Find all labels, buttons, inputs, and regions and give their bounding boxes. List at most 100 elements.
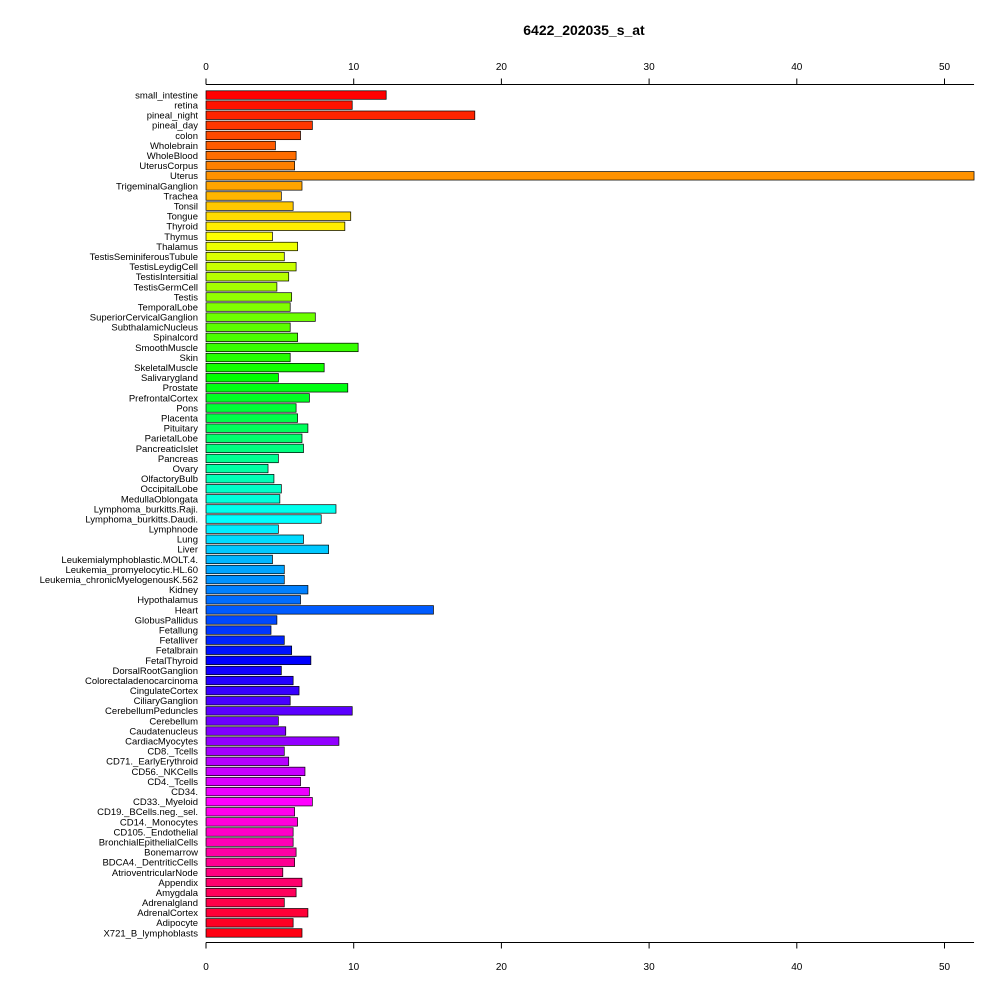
bar-cd33-myeloid <box>205 797 313 807</box>
category-label: BronchialEpithelialCells <box>99 837 199 848</box>
category-label: Placenta <box>161 413 199 424</box>
category-label: Prostate <box>163 383 198 394</box>
top-axis-tick-label: 40 <box>791 62 803 73</box>
category-label: pineal_night <box>147 111 199 122</box>
bar-parietallobe <box>205 433 303 443</box>
bar-salivarygland <box>205 373 279 383</box>
top-axis-tick-label: 20 <box>496 62 508 73</box>
bar-atrioventricularnode <box>205 867 284 877</box>
category-label: Tongue <box>167 212 198 223</box>
bar-skeletalmuscle <box>205 363 325 373</box>
bar-fetalliver <box>205 635 285 645</box>
category-label: Fetalliver <box>159 636 198 647</box>
bar-olfactorybulb <box>205 474 275 484</box>
category-label: Uterus <box>170 171 198 182</box>
bar-prefrontalcortex <box>205 393 310 403</box>
bar-adrenalgland <box>205 898 285 908</box>
bar-occipitallobe <box>205 484 282 494</box>
category-label: DorsalRootGanglion <box>112 666 198 677</box>
category-label: Bonemarrow <box>144 848 198 859</box>
category-label: Appendix <box>158 878 198 889</box>
bar-tonsil <box>205 201 294 211</box>
bottom-x-axis: 0 10 20 30 40 50 <box>203 942 975 973</box>
category-label: small_intestine <box>135 90 198 101</box>
bar-cd4-tcells <box>205 776 301 787</box>
category-label: CD71._EarlyErythroid <box>106 757 198 768</box>
top-x-axis: 0 10 20 30 40 50 <box>203 62 975 85</box>
category-label: CD8._Tcells <box>147 747 198 758</box>
category-label: Skin <box>180 353 198 364</box>
bar-lymphnode <box>205 524 279 534</box>
bar-bdca4-dentriticcells <box>205 857 295 867</box>
bar-hypothalamus <box>205 595 301 605</box>
category-label: CiliaryGanglion <box>134 696 198 707</box>
top-axis-tick-label: 50 <box>939 62 951 73</box>
bar-medullaoblongata <box>205 494 281 504</box>
bar-cingulatecortex <box>205 686 300 696</box>
category-label: Tonsil <box>174 201 198 212</box>
bar-cd19-bcells-neg-sel <box>205 807 295 817</box>
bar-pons <box>205 403 297 413</box>
category-label: Lymphoma_burkitts.Daudi. <box>85 514 198 525</box>
category-label: Leukemia_chronicMyelogenousK.562 <box>40 575 198 586</box>
category-label: AdrenalCortex <box>137 908 198 919</box>
bar-wholebrain <box>205 140 276 151</box>
bar-cd14-monocytes <box>205 817 298 827</box>
bar-adrenalcortex <box>205 908 309 918</box>
category-label: Thalamus <box>156 242 198 253</box>
category-label: CingulateCortex <box>130 686 198 697</box>
bar-testisseminiferoustubule <box>205 251 285 262</box>
bar-spinalcord <box>205 332 298 342</box>
category-label: Ovary <box>173 464 199 475</box>
top-axis-tick-label: 0 <box>203 62 209 73</box>
category-label: Wholebrain <box>150 141 198 152</box>
bar-retina <box>205 100 353 110</box>
bar-x721-b-lymphoblasts <box>205 928 303 938</box>
bar-bronchialepithelialcells <box>205 837 294 847</box>
bottom-axis-tick-label: 40 <box>791 962 803 973</box>
category-label: OlfactoryBulb <box>141 474 198 485</box>
category-label: Amygdala <box>156 888 199 899</box>
bar-tongue <box>205 211 352 221</box>
bar-caudatenucleus <box>205 726 287 736</box>
bar-leukemia-promyelocytic-hl-60 <box>205 564 285 575</box>
bar-smoothmuscle <box>205 342 359 353</box>
bar-pancreas <box>205 453 279 464</box>
bar-adipocyte <box>205 918 294 928</box>
bar-subthalamicnucleus <box>205 322 291 332</box>
category-label: Thymus <box>164 232 198 243</box>
category-label: CD33._Myeloid <box>133 797 198 808</box>
chart-title: 6422_202035_s_at <box>523 22 645 38</box>
category-label: Trachea <box>164 191 199 202</box>
bar-ovary <box>205 463 269 474</box>
bar-pituitary <box>205 423 309 433</box>
category-label: MedullaOblongata <box>121 494 199 505</box>
category-label: SkeletalMuscle <box>134 363 198 374</box>
category-label: BDCA4._DentriticCells <box>102 858 198 869</box>
category-label: Leukemia_promyelocytic.HL.60 <box>65 565 198 576</box>
bar-cd105-endothelial <box>205 827 294 837</box>
bottom-axis-tick-label: 30 <box>644 962 656 973</box>
category-label: ParietalLobe <box>145 434 198 445</box>
bar-ciliaryganglion <box>205 696 291 706</box>
bar-testis <box>205 292 293 302</box>
category-label: PrefrontalCortex <box>129 393 198 404</box>
bar-lymphoma-burkitts-raji <box>205 504 337 514</box>
bar-cerebellumpeduncles <box>205 706 353 716</box>
bottom-axis-tick-label: 20 <box>496 962 508 973</box>
category-label: PancreaticIslet <box>136 444 199 455</box>
category-label: TestisIntersitial <box>136 272 198 283</box>
bar-fetallung <box>205 625 272 635</box>
category-label: Lymphoma_burkitts.Raji. <box>94 504 198 515</box>
category-label: Lymphnode <box>149 525 198 536</box>
bar-uteruscorpus <box>205 161 295 171</box>
category-labels: small_intestineretinapineal_nightpineal_… <box>40 90 199 939</box>
category-label: X721_B_lymphoblasts <box>103 928 198 939</box>
category-label: Adipocyte <box>156 918 198 929</box>
category-label: Spinalcord <box>153 333 198 344</box>
category-label: Thyroid <box>166 222 198 233</box>
bar-trachea <box>205 191 282 201</box>
category-label: Fetalbrain <box>156 646 198 657</box>
bar-lymphoma-burkitts-daudi <box>205 514 322 524</box>
